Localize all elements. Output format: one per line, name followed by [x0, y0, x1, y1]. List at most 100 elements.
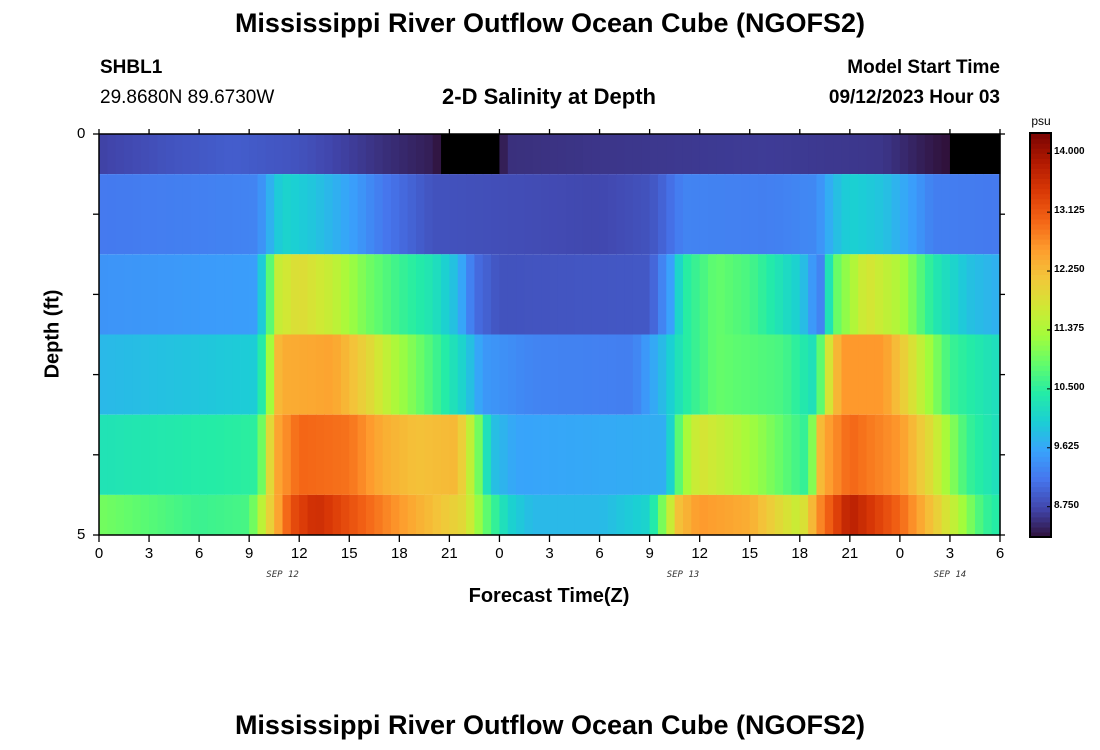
heatmap-cell: [449, 494, 459, 535]
heatmap-cell: [708, 414, 717, 495]
heatmap-cell: [607, 254, 617, 335]
heatmap-cell: [866, 174, 876, 255]
heatmap-cell: [933, 254, 943, 335]
heatmap-cell: [466, 134, 476, 175]
heatmap-cell: [758, 134, 767, 175]
heatmap-cell: [416, 414, 425, 495]
heatmap-cell: [908, 414, 918, 495]
colorbar-swatch: [1030, 511, 1051, 518]
heatmap-cell: [924, 254, 934, 335]
heatmap-cell: [958, 414, 968, 495]
colorbar-swatch: [1030, 516, 1051, 523]
heatmap-cell: [866, 134, 876, 175]
colorbar-swatch: [1030, 254, 1051, 260]
heatmap-cell: [549, 134, 559, 175]
heatmap-cell: [632, 414, 642, 495]
heatmap-cell: [374, 174, 384, 255]
heatmap-cell: [741, 174, 751, 255]
colorbar-swatch: [1030, 335, 1051, 341]
heatmap-cell: [691, 334, 701, 415]
heatmap-cell: [99, 414, 108, 495]
heatmap-cell: [641, 494, 651, 535]
heatmap-cell: [324, 134, 334, 175]
colorbar-swatch: [1030, 208, 1051, 215]
heatmap-cell: [624, 414, 634, 495]
heatmap-cell: [591, 174, 601, 255]
heatmap-cell: [908, 254, 918, 335]
heatmap-cell: [441, 414, 450, 495]
colorbar-unit: psu: [1031, 114, 1051, 128]
heatmap-cell: [507, 254, 517, 335]
heatmap-cell: [624, 334, 634, 415]
heatmap-cell: [491, 334, 501, 415]
heatmap-cell: [532, 414, 542, 495]
heatmap-cell: [315, 494, 325, 535]
heatmap-cell: [866, 414, 876, 495]
heatmap-cell: [557, 174, 567, 255]
heatmap-cell: [299, 414, 309, 495]
heatmap-cell: [382, 174, 392, 255]
heatmap-cell: [691, 494, 701, 535]
heatmap-cell: [107, 254, 117, 335]
heatmap-cell: [199, 414, 209, 495]
heatmap-cell: [949, 134, 959, 175]
colorbar-swatch: [1030, 436, 1051, 442]
colorbar-swatch: [1030, 274, 1051, 281]
heatmap-cell: [115, 494, 125, 535]
x-tick-label: 3: [945, 545, 955, 562]
heatmap-cell: [808, 414, 818, 495]
heatmap-cell: [616, 134, 626, 175]
colorbar-swatch: [1030, 168, 1051, 174]
heatmap-cell: [399, 174, 409, 255]
colorbar-tick-label: 9.625: [1054, 440, 1080, 452]
heatmap-cell: [799, 174, 809, 255]
heatmap-cell: [232, 334, 242, 415]
heatmap-cell: [165, 174, 175, 255]
heatmap-cell: [632, 254, 642, 335]
heatmap-cell: [966, 414, 976, 495]
heatmap-cell: [274, 414, 284, 495]
heatmap-cell: [115, 414, 125, 495]
heatmap-cell: [816, 494, 826, 535]
heatmap-cell: [733, 494, 742, 535]
heatmap-cell: [774, 174, 784, 255]
heatmap-cell: [115, 134, 125, 175]
heatmap-cell: [574, 254, 584, 335]
heatmap-cell: [265, 414, 275, 495]
heatmap-cell: [332, 134, 342, 175]
heatmap-cell: [140, 174, 150, 255]
heatmap-cell: [124, 134, 133, 175]
heatmap-cell: [741, 414, 751, 495]
colorbar-swatch: [1030, 476, 1051, 483]
heatmap-cell: [207, 174, 217, 255]
colorbar-frame: [1029, 132, 1052, 538]
heatmap-cell: [574, 174, 584, 255]
heatmap-cell: [933, 134, 943, 175]
heatmap-cell: [783, 174, 793, 255]
heatmap-cell: [140, 134, 150, 175]
heatmap-cell: [199, 254, 209, 335]
heatmap-cell: [382, 134, 392, 175]
colorbar-swatch: [1030, 244, 1051, 250]
heatmap-cell: [491, 254, 501, 335]
heatmap-cell: [274, 134, 284, 175]
heatmap-cell: [941, 174, 951, 255]
heatmap-cell: [390, 174, 400, 255]
heatmap-cell: [516, 174, 526, 255]
heatmap-cell: [190, 334, 200, 415]
heatmap-cell: [107, 494, 117, 535]
heatmap-cell: [974, 134, 984, 175]
heatmap-cell: [457, 494, 467, 535]
heatmap-cell: [99, 494, 108, 535]
heatmap-cell: [958, 134, 968, 175]
heatmap-cell: [933, 174, 943, 255]
heatmap-cell: [215, 414, 225, 495]
heatmap-cell: [808, 134, 818, 175]
heatmap-cell: [215, 494, 225, 535]
heatmap-cell: [908, 134, 918, 175]
heatmap-cell: [249, 414, 259, 495]
colorbar-swatch: [1030, 400, 1051, 407]
heatmap-cell: [766, 494, 776, 535]
heatmap-cell: [691, 254, 701, 335]
